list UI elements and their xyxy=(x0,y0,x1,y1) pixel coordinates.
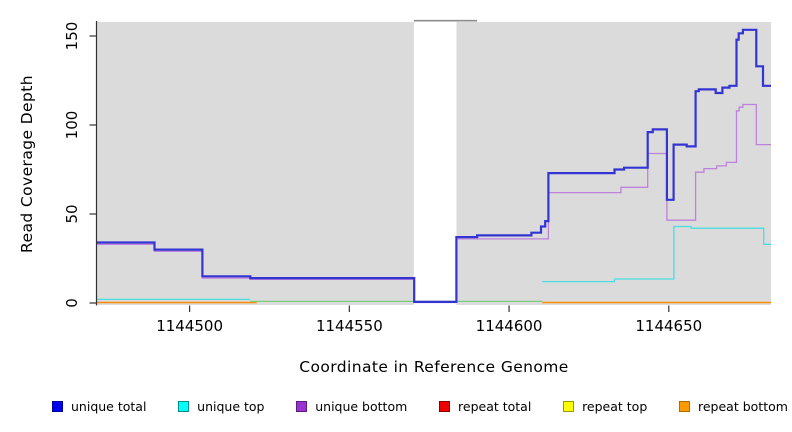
unique-total-line-segment-0 xyxy=(97,28,771,303)
x-tick-label: 1144650 xyxy=(635,317,702,335)
legend-label-repeat-top: repeat top xyxy=(582,399,648,414)
legend-item-repeat-total: repeat total xyxy=(439,399,531,414)
x-tick-label: 1144500 xyxy=(156,317,223,335)
y-tick-label: 0 xyxy=(63,298,81,308)
legend-item-unique-bottom: unique bottom xyxy=(296,399,407,414)
legend-label-repeat-bottom: repeat bottom xyxy=(698,399,788,414)
legend-label-unique-top: unique top xyxy=(197,399,265,414)
legend-label-unique-total: unique total xyxy=(71,399,147,414)
legend-item-repeat-top: repeat top xyxy=(563,399,647,414)
unique-top-line-segment-1 xyxy=(542,225,771,283)
legend-swatch-repeat-total xyxy=(439,401,451,412)
legend-swatch-repeat-top xyxy=(563,401,575,412)
y-tick-label: 50 xyxy=(63,204,81,223)
y-tick-label: 100 xyxy=(63,111,81,140)
x-tick-label: 1144550 xyxy=(316,317,383,335)
legend-swatch-unique-total xyxy=(52,401,63,412)
legend-swatch-repeat-bottom xyxy=(679,401,690,412)
plot-panel-right xyxy=(456,22,771,305)
gap-region xyxy=(413,22,457,305)
coverage-plot: 0 50 100 150 1144500 1144550 1144600 1144650 xyxy=(63,19,771,335)
legend-swatch-unique-top xyxy=(178,401,190,412)
x-tick-label: 1144600 xyxy=(476,317,543,335)
legend-item-unique-top: unique top xyxy=(178,399,264,414)
legend: unique total unique top unique bottom repea… xyxy=(52,399,788,414)
legend-swatch-unique-bottom xyxy=(296,401,308,412)
y-axis-title: Read Coverage Depth xyxy=(18,75,36,253)
y-tick-label: 150 xyxy=(63,22,81,51)
legend-item-unique-total: unique total xyxy=(52,399,146,414)
legend-item-repeat-bottom: repeat bottom xyxy=(679,399,788,414)
x-axis-title: Coordinate in Reference Genome xyxy=(299,358,569,376)
legend-label-repeat-total: repeat total xyxy=(458,399,532,414)
legend-label-unique-bottom: unique bottom xyxy=(315,399,408,414)
plot-panel-left xyxy=(97,22,414,305)
